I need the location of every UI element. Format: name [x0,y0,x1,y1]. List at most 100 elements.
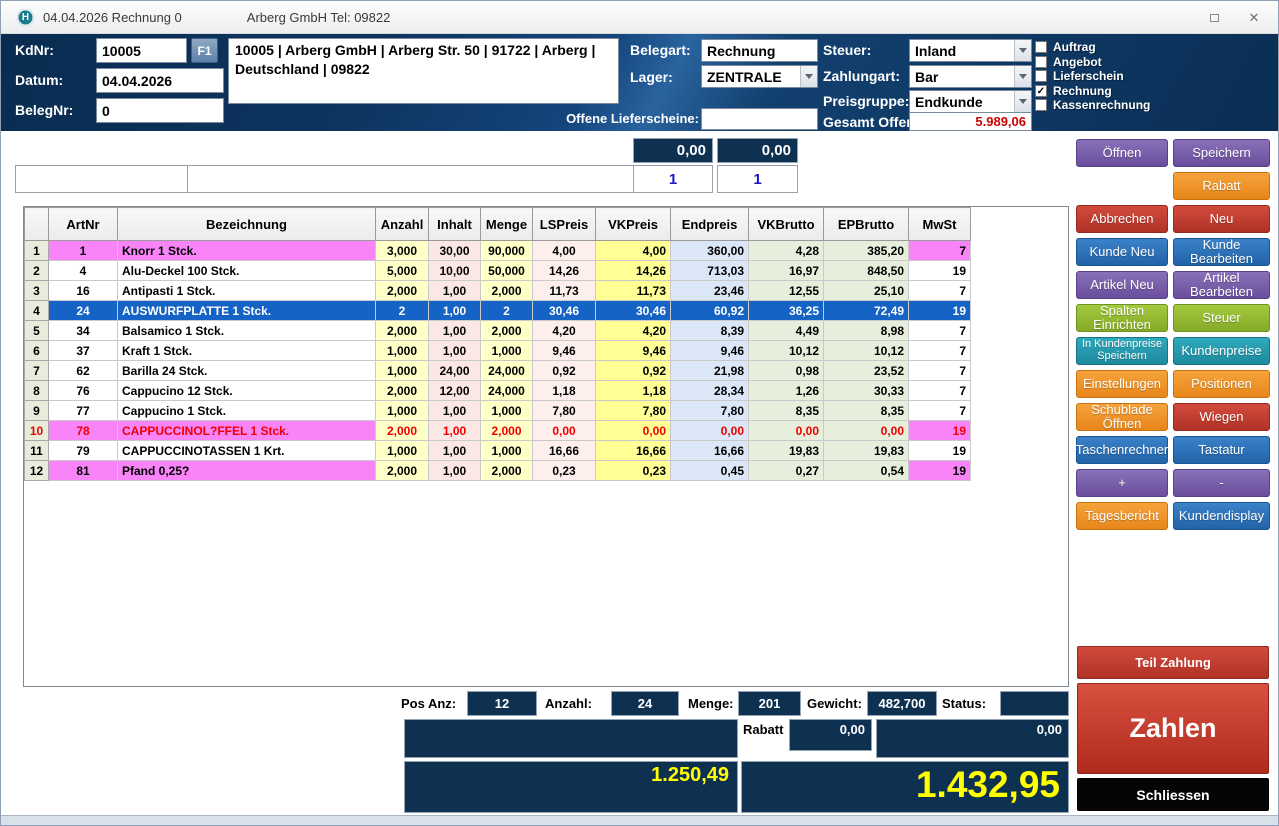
table-row[interactable]: 5 34 Balsamico 1 Stck. 2,000 1,00 2,000 4,20 4,… [24,320,971,341]
belegart-input[interactable]: Rechnung [701,39,818,62]
unchecked-checkbox-icon[interactable] [1035,41,1047,54]
artikel-bearbeiten-button[interactable]: Artikel Bearbeiten [1173,271,1270,299]
checkbox-lieferschein[interactable]: Lieferschein [1035,69,1150,84]
cell-lspreis[interactable]: 11,73 [532,280,596,301]
cell-anzahl[interactable]: 2,000 [375,460,429,481]
cell-epbrutto[interactable]: 19,83 [823,440,909,461]
unchecked-checkbox-icon[interactable] [1035,99,1047,112]
spalten-einrichten-button[interactable]: Spalten Einrichten [1076,304,1168,332]
cell-anzahl[interactable]: 3,000 [375,240,429,261]
kdnr-input[interactable]: 10005 [96,38,187,63]
column-header-vkpreis[interactable]: VKPreis [595,207,671,241]
cell-anzahl[interactable]: 2,000 [375,380,429,401]
cell-vkbrutto[interactable]: 4,49 [748,320,824,341]
cell-epbrutto[interactable]: 10,12 [823,340,909,361]
lager-select[interactable]: ZENTRALE [701,65,818,88]
cell-endpreis[interactable]: 16,66 [670,440,749,461]
cell-endpreis[interactable]: 60,92 [670,300,749,321]
restore-window-icon[interactable] [1204,9,1224,26]
cell-vkpreis[interactable]: 16,66 [595,440,671,461]
cell-bez[interactable]: Cappucino 1 Stck. [117,400,376,421]
unchecked-checkbox-icon[interactable] [1035,55,1047,68]
cell-vkpreis[interactable]: 30,46 [595,300,671,321]
cell-lspreis[interactable]: 9,46 [532,340,596,361]
cell-menge[interactable]: 1,000 [480,440,533,461]
cell-anzahl[interactable]: 2 [375,300,429,321]
cell-anzahl[interactable]: 1,000 [375,340,429,361]
cell-endpreis[interactable]: 713,03 [670,260,749,281]
checkbox-kassenrechnung[interactable]: Kassenrechnung [1035,98,1150,113]
cell-bez[interactable]: Alu-Deckel 100 Stck. [117,260,376,281]
cell-mwst[interactable]: 19 [908,440,971,461]
tastatur-button[interactable]: Tastatur [1173,436,1270,464]
--button[interactable]: - [1173,469,1270,497]
cell-artnr[interactable]: 76 [48,380,118,401]
cell-menge[interactable]: 2,000 [480,460,533,481]
cell-mwst[interactable]: 19 [908,420,971,441]
cell-vkbrutto[interactable]: 4,28 [748,240,824,261]
cell-epbrutto[interactable]: 0,00 [823,420,909,441]
cell-vkpreis[interactable]: 0,00 [595,420,671,441]
cell-inhalt[interactable]: 1,00 [428,300,481,321]
cell-mwst[interactable]: 7 [908,400,971,421]
f1-lookup-button[interactable]: F1 [191,38,218,63]
kundendisplay-button[interactable]: Kundendisplay [1173,502,1270,530]
cell-mwst[interactable]: 19 [908,260,971,281]
table-row[interactable]: 9 77 Cappucino 1 Stck. 1,000 1,00 1,000 7,80 7,… [24,400,971,421]
cell-inhalt[interactable]: 1,00 [428,340,481,361]
cell-artnr[interactable]: 79 [48,440,118,461]
cell-anzahl[interactable]: 2,000 [375,320,429,341]
cell-inhalt[interactable]: 1,00 [428,460,481,481]
cell-inhalt[interactable]: 24,00 [428,360,481,381]
cell-epbrutto[interactable]: 385,20 [823,240,909,261]
cell-artnr[interactable]: 37 [48,340,118,361]
cell-vkbrutto[interactable]: 1,26 [748,380,824,401]
cell-vkbrutto[interactable]: 36,25 [748,300,824,321]
cell-mwst[interactable]: 19 [908,300,971,321]
cell-epbrutto[interactable]: 72,49 [823,300,909,321]
kunde-bearbeiten-button[interactable]: Kunde Bearbeiten [1173,238,1270,266]
checked-checkbox-icon[interactable]: ✓ [1035,84,1047,97]
cell-mwst[interactable]: 7 [908,360,971,381]
column-header-bez[interactable]: Bezeichnung [117,207,376,241]
cell-mwst[interactable]: 19 [908,460,971,481]
table-row[interactable]: 11 79 CAPPUCCINOTASSEN 1 Krt. 1,000 1,00 1,00… [24,440,971,461]
cell-artnr[interactable]: 81 [48,460,118,481]
schublade-öffnen-button[interactable]: Schublade Öffnen [1076,403,1168,431]
cell-bez[interactable]: Barilla 24 Stck. [117,360,376,381]
column-header-anzahl[interactable]: Anzahl [375,207,429,241]
chevron-down-icon[interactable] [1014,40,1031,61]
scan-input-1[interactable] [15,165,188,193]
cell-inhalt[interactable]: 1,00 [428,440,481,461]
datum-input[interactable]: 04.04.2026 [96,68,224,93]
column-header-endpreis[interactable]: Endpreis [670,207,749,241]
cell-epbrutto[interactable]: 0,54 [823,460,909,481]
cell-bez[interactable]: Antipasti 1 Stck. [117,280,376,301]
cell-vkbrutto[interactable]: 12,55 [748,280,824,301]
zahlen-button[interactable]: Zahlen [1077,683,1269,774]
cell-menge[interactable]: 1,000 [480,340,533,361]
checkbox-auftrag[interactable]: Auftrag [1035,40,1150,55]
cell-inhalt[interactable]: 1,00 [428,320,481,341]
kunde-neu-button[interactable]: Kunde Neu [1076,238,1168,266]
cell-vkpreis[interactable]: 11,73 [595,280,671,301]
artikel-neu-button[interactable]: Artikel Neu [1076,271,1168,299]
cell-mwst[interactable]: 7 [908,340,971,361]
unchecked-checkbox-icon[interactable] [1035,70,1047,83]
cell-artnr[interactable]: 34 [48,320,118,341]
cell-bez[interactable]: AUSWURFPLATTE 1 Stck. [117,300,376,321]
cell-lspreis[interactable]: 7,80 [532,400,596,421]
cell-anzahl[interactable]: 1,000 [375,360,429,381]
kundenpreise-button[interactable]: Kundenpreise [1173,337,1270,365]
steuer-select[interactable]: Inland [909,39,1032,62]
cell-epbrutto[interactable]: 25,10 [823,280,909,301]
cell-vkpreis[interactable]: 14,26 [595,260,671,281]
cell-mwst[interactable]: 7 [908,380,971,401]
cell-endpreis[interactable]: 23,46 [670,280,749,301]
cell-bez[interactable]: Cappucino 12 Stck. [117,380,376,401]
öffnen-button[interactable]: Öffnen [1076,139,1168,167]
einstellungen-button[interactable]: Einstellungen [1076,370,1168,398]
cell-anzahl[interactable]: 5,000 [375,260,429,281]
cell-endpreis[interactable]: 28,34 [670,380,749,401]
teil-zahlung-button[interactable]: Teil Zahlung [1077,646,1269,679]
